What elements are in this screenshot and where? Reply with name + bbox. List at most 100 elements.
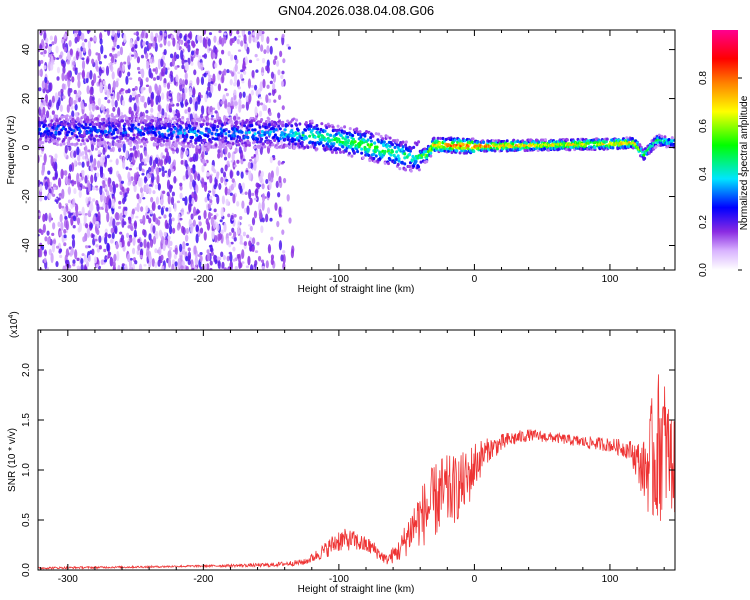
heatmap-cell <box>187 33 191 38</box>
heatmap-cell <box>158 246 162 256</box>
heatmap-cell <box>355 127 359 131</box>
heatmap-cell <box>148 217 152 224</box>
heatmap-cell <box>135 94 139 104</box>
heatmap-cell <box>252 36 256 43</box>
heatmap-cell <box>133 102 137 112</box>
heatmap-cell <box>107 177 111 188</box>
heatmap-cell <box>192 97 196 106</box>
heatmap-cell <box>217 233 221 242</box>
heatmap-cell <box>185 133 189 137</box>
heatmap-cell <box>261 265 265 270</box>
heatmap-cell <box>62 142 66 146</box>
heatmap-cell <box>135 140 139 145</box>
heatmap-cell <box>116 212 120 221</box>
heatmap-cell <box>145 205 149 213</box>
heatmap-cell <box>269 80 273 85</box>
heatmap-cell <box>171 117 175 121</box>
heatmap-cell <box>270 257 274 266</box>
heatmap-cell <box>670 136 674 140</box>
heatmap-cell <box>270 71 275 79</box>
heatmap-cell <box>258 30 263 37</box>
heatmap-cell <box>263 49 267 55</box>
heatmap-cell <box>72 263 76 267</box>
heatmap-cell <box>250 117 254 121</box>
heatmap-cell <box>256 140 260 144</box>
heatmap-cell <box>226 255 230 262</box>
heatmap-cell <box>241 261 245 264</box>
heatmap-y-axis-label: Frequency (Hz) <box>6 116 17 185</box>
heatmap-cell <box>298 122 302 126</box>
heatmap-cell <box>40 51 44 55</box>
heatmap-cell <box>246 46 250 55</box>
heatmap-cell <box>102 117 106 121</box>
heatmap-cell <box>159 199 163 205</box>
heatmap-cell <box>444 137 448 141</box>
heatmap-cell <box>352 151 356 155</box>
heatmap-cell <box>630 136 634 141</box>
heatmap-cell <box>372 156 376 161</box>
heatmap-cell <box>283 137 287 142</box>
heatmap-cell <box>248 188 252 200</box>
heatmap-cell <box>43 249 47 257</box>
heatmap-cell <box>383 161 387 165</box>
heatmap-cell <box>185 234 189 241</box>
heatmap-cell <box>184 196 188 206</box>
heatmap-cell <box>569 145 573 149</box>
heatmap-cell <box>232 136 236 140</box>
heatmap-cell <box>213 119 217 124</box>
heatmap-cell <box>42 100 47 107</box>
heatmap-cell <box>276 220 280 228</box>
heatmap-cell <box>339 126 343 130</box>
heatmap-cell <box>51 95 56 104</box>
heatmap-cell <box>221 73 225 84</box>
heatmap-cell <box>164 148 168 153</box>
heatmap-cell <box>151 258 155 267</box>
heatmap-cell <box>511 142 515 146</box>
heatmap-cell <box>171 168 175 172</box>
heatmap-cell <box>128 153 133 163</box>
heatmap-cell <box>182 197 186 202</box>
heatmap-cell <box>82 47 86 54</box>
heatmap-cell <box>261 142 265 146</box>
heatmap-cell <box>76 118 80 122</box>
heatmap-cell <box>476 140 480 144</box>
heatmap-cell <box>195 133 199 137</box>
heatmap-cell <box>77 122 81 126</box>
heatmap-cell <box>75 142 79 146</box>
heatmap-cell <box>250 89 255 96</box>
heatmap-cell <box>56 119 60 123</box>
heatmap-cell <box>209 175 213 184</box>
heatmap-cell <box>43 153 47 164</box>
heatmap-cell <box>172 110 176 115</box>
heatmap-cell <box>353 140 357 144</box>
heatmap-cell <box>121 197 126 205</box>
heatmap-cell <box>65 114 69 118</box>
heatmap-cell <box>329 133 333 137</box>
heatmap-cell <box>98 245 102 250</box>
heatmap-cell <box>150 196 154 203</box>
heatmap-cell <box>155 230 159 240</box>
heatmap-cell <box>46 237 51 245</box>
heatmap-cell <box>217 133 221 137</box>
x-tick-label: 100 <box>602 574 619 585</box>
heatmap-cell <box>388 158 392 162</box>
heatmap-cell <box>58 202 62 210</box>
heatmap-cell <box>142 228 146 236</box>
heatmap-cell <box>158 84 162 94</box>
heatmap-cell <box>239 73 244 80</box>
heatmap-cell <box>276 141 280 145</box>
heatmap-cell <box>180 265 184 270</box>
heatmap-cell <box>281 123 285 128</box>
heatmap-cell <box>241 182 246 190</box>
heatmap-cell <box>234 63 238 72</box>
heatmap-cell <box>273 99 277 103</box>
heatmap-cell <box>256 241 260 246</box>
heatmap-cell <box>160 207 164 216</box>
heatmap-cell <box>219 149 224 158</box>
heatmap-cell <box>217 152 221 159</box>
heatmap-cell <box>132 180 136 187</box>
heatmap-cell <box>180 39 184 45</box>
heatmap-cell <box>261 57 266 64</box>
heatmap-cell <box>229 170 233 179</box>
heatmap-cell <box>271 155 276 158</box>
